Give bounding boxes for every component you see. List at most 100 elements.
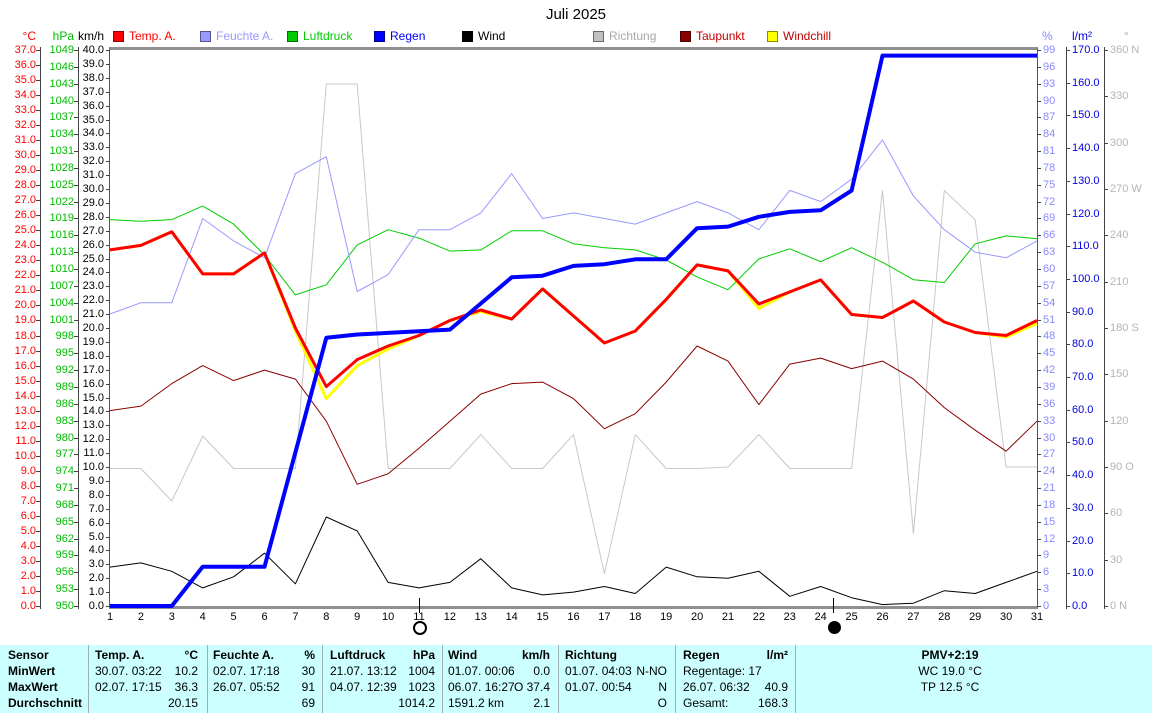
axis-tick-celsius	[36, 395, 40, 397]
axis-tick-label-percent: 96	[1043, 60, 1056, 73]
axis-tick-label-hpa: 1007	[49, 279, 74, 292]
table-separator	[558, 645, 559, 713]
x-axis-day-label: 9	[354, 611, 361, 623]
series-line-luftdruck	[109, 205, 1038, 296]
stats-table: Sensor MinWert MaxWert Durchschnitt Temp. A.…	[0, 645, 1152, 713]
table-col-title-wind: Wind	[448, 648, 478, 662]
axis-tick-kmh	[106, 564, 110, 566]
axis-tick-percent	[1037, 555, 1041, 557]
x-axis-day-label: 11	[413, 611, 425, 623]
axis-tick-celsius	[36, 290, 40, 292]
x-axis-day-label: 23	[783, 611, 796, 623]
axis-tick-percent	[1037, 83, 1041, 85]
axis-tick-compass	[1104, 96, 1108, 98]
axis-tick-lm2	[1066, 573, 1070, 575]
axis-tick-compass	[1104, 235, 1108, 237]
axis-tick-label-compass: 270 W	[1110, 183, 1142, 195]
x-axis-day-label: 26	[876, 611, 889, 623]
axis-tick-label-percent: 84	[1043, 128, 1056, 141]
axis-tick-kmh	[106, 77, 110, 79]
axis-tick-hpa	[74, 437, 78, 439]
axis-tick-hpa	[74, 184, 78, 186]
axis-tick-percent	[1037, 218, 1041, 220]
axis-tick-hpa	[74, 353, 78, 355]
axis-tick-label-compass: 0 N	[1110, 600, 1128, 612]
axis-tick-label-kmh: 23.0	[82, 280, 104, 293]
axis-unit-kmh: km/h	[77, 29, 104, 43]
axis-tick-kmh	[106, 119, 110, 121]
axis-tick-lm2	[1066, 50, 1070, 51]
axis-tick-kmh	[106, 91, 110, 93]
axis-tick-label-percent: 99	[1043, 44, 1056, 56]
axis-tick-label-compass: 180 S	[1110, 322, 1139, 334]
axis-tick-kmh	[106, 133, 110, 135]
axis-tick-hpa	[74, 488, 78, 490]
axis-tick-label-celsius: 10.0	[14, 449, 36, 462]
axis-tick-label-percent: 3	[1043, 583, 1050, 596]
axis-tick-label-hpa: 1028	[49, 161, 74, 174]
x-axis-day-label: 15	[536, 611, 549, 623]
axis-tick-label-celsius: 16.0	[14, 359, 36, 372]
axis-tick-label-percent: 93	[1043, 77, 1056, 90]
axis-tick-lm2	[1066, 606, 1070, 607]
axis-tick-label-kmh: 16.0	[82, 377, 104, 390]
axis-tick-label-compass: 360 N	[1110, 44, 1140, 56]
axis-tick-label-hpa: 1010	[49, 263, 74, 276]
axis-tick-label-lm2: 10.0	[1072, 567, 1094, 580]
axis-tick-percent	[1037, 302, 1041, 304]
table-cell: 36.3	[174, 680, 198, 694]
axis-tick-label-hpa: 1040	[49, 94, 74, 107]
axis-tick-hpa	[74, 555, 78, 557]
axis-tick-label-celsius: 12.0	[14, 419, 36, 432]
axis-tick-percent	[1037, 370, 1041, 372]
legend-label-luftdruck: Luftdruck	[303, 29, 353, 43]
axis-tick-lm2	[1066, 344, 1070, 346]
axis-tick-label-lm2: 100.0	[1072, 272, 1100, 285]
axis-tick-hpa	[74, 117, 78, 119]
axis-tick-label-celsius: 17.0	[14, 344, 36, 357]
axis-tick-compass	[1104, 281, 1108, 283]
legend-item-temp-a: Temp. A.	[113, 29, 176, 43]
axis-tick-lm2	[1066, 180, 1070, 182]
axis-tick-label-compass: 240	[1110, 229, 1129, 242]
axis-tick-lm2	[1066, 115, 1070, 117]
legend-label-temp-a: Temp. A.	[129, 29, 176, 43]
x-axis-day-label: 20	[690, 611, 704, 623]
axis-tick-percent	[1037, 606, 1041, 607]
axis-tick-celsius	[36, 410, 40, 412]
page-title: Juli 2025	[545, 6, 607, 23]
axis-tick-kmh	[106, 411, 110, 413]
axis-tick-label-hpa: 953	[55, 583, 74, 596]
axis-tick-label-kmh: 22.0	[82, 294, 104, 307]
axis-tick-label-hpa: 983	[55, 414, 74, 427]
axis-tick-kmh	[106, 494, 110, 496]
legend-swatch-taupunkt	[680, 30, 691, 42]
axis-tick-label-hpa: 968	[55, 498, 74, 511]
axis-tick-label-celsius: 13.0	[14, 404, 36, 417]
axis-tick-label-lm2: 60.0	[1072, 403, 1094, 416]
axis-tick-label-kmh: 13.0	[82, 419, 104, 432]
axis-tick-label-hpa: 1016	[49, 229, 74, 242]
table-cell: 2.1	[533, 696, 550, 710]
axis-tick-kmh	[106, 50, 110, 51]
table-separator	[442, 645, 443, 713]
axis-tick-label-compass: 300	[1110, 136, 1129, 149]
axis-tick-celsius	[36, 305, 40, 307]
axis-tick-label-hpa: 1037	[49, 111, 74, 124]
axis-unit-hpa: hPa	[52, 29, 74, 43]
table-cell: 30	[301, 664, 315, 678]
axis-tick-percent	[1037, 319, 1041, 321]
table-separator	[207, 645, 208, 713]
table-separator	[322, 645, 323, 713]
axis-tick-label-hpa: 1001	[49, 313, 74, 326]
table-col-unit-regen: l/m²	[766, 648, 788, 662]
axis-tick-kmh	[106, 341, 110, 343]
axis-tick-kmh	[106, 383, 110, 385]
x-axis-day-label: 2	[137, 611, 144, 623]
x-axis-day-label: 31	[1030, 611, 1044, 623]
axis-tick-kmh	[106, 244, 110, 246]
axis-tick-label-kmh: 25.0	[82, 252, 104, 265]
axis-tick-percent	[1037, 66, 1041, 68]
axis-tick-label-lm2: 120.0	[1072, 207, 1100, 220]
axis-tick-hpa	[74, 521, 78, 523]
